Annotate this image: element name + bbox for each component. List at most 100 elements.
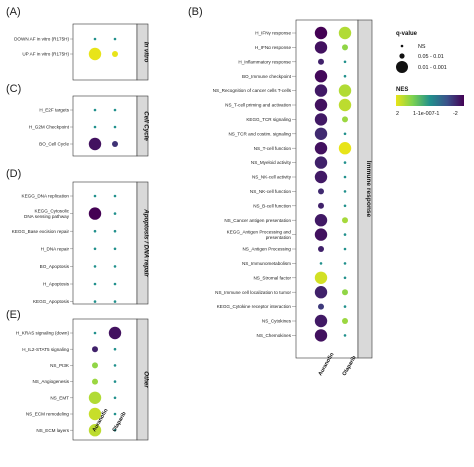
strip-label: Other [143, 371, 150, 388]
row-label: NS_Immune cell localization to tumor [215, 290, 291, 295]
data-point [88, 407, 102, 421]
data-point [88, 391, 102, 404]
data-point [93, 265, 97, 268]
row-label: KEGG_Cytokine receptor interaction [217, 304, 292, 309]
data-point [343, 74, 347, 78]
row-label: BO_Cell Cycle [39, 142, 69, 147]
strip-box [136, 181, 149, 305]
row-label: NS_EMT [50, 395, 69, 400]
panel-letter-e: (E) [6, 309, 21, 321]
data-point [93, 108, 97, 112]
data-point [113, 212, 117, 215]
data-point [314, 286, 328, 299]
row-label: NS_ECM remodeling [26, 412, 70, 417]
data-point [113, 282, 117, 286]
data-point [314, 41, 328, 54]
data-point [343, 190, 347, 193]
row-label: NS_Chemokines [257, 333, 292, 338]
data-point [342, 318, 348, 324]
nes-tick-low: -2 [453, 111, 458, 117]
data-point [343, 276, 347, 280]
data-point [338, 98, 352, 112]
data-point [343, 60, 347, 64]
row-label: NS_Cytokines [262, 319, 292, 324]
data-point [88, 47, 102, 61]
row-label: UP AF in vitro (R175H) [22, 52, 69, 57]
row-label: NS_Angiogenesis [32, 379, 69, 384]
data-point [314, 70, 328, 83]
q-legend-label-ns: NS [418, 44, 426, 50]
x-label-right-auranofin: Auranofin [318, 352, 336, 377]
row-label: NS_NK-cell function [250, 189, 292, 194]
q-legend-dot-ns [400, 44, 404, 48]
strip-box [136, 318, 149, 441]
data-point [314, 228, 328, 241]
data-point [113, 229, 117, 233]
nes-legend-title: NES [396, 87, 408, 93]
row-label: NS_T-cell function [254, 146, 292, 151]
data-point [314, 113, 328, 126]
panel-frame [72, 318, 138, 441]
dot-plot-group: In vitro DOWN AF in vitro (R175H) UP AF in… [12, 19, 373, 441]
data-point [314, 170, 328, 184]
nes-colorbar [396, 95, 464, 106]
data-point [92, 378, 98, 385]
data-point [113, 364, 117, 367]
data-point [92, 346, 98, 353]
row-label: KEGG_DNA replication [22, 194, 70, 199]
data-point [319, 262, 323, 265]
q-legend-label-mid: 0.05 - 0.01 [418, 54, 444, 60]
data-point [112, 141, 118, 147]
data-point [338, 26, 352, 40]
row-label: H_IFNα response [255, 45, 292, 50]
row-label: H_IFNγ response [255, 31, 291, 36]
data-point [343, 334, 347, 337]
data-point [93, 331, 97, 335]
q-legend-dot-large [396, 61, 408, 73]
data-point [92, 362, 98, 369]
data-point [113, 194, 117, 198]
data-point [88, 424, 102, 437]
row-label: NS_Recognition of cancer cells T-cells [213, 88, 292, 93]
strip-box [357, 19, 373, 359]
data-point [314, 98, 328, 112]
data-point [314, 314, 328, 328]
row-label: KEGG_Base excision repair [12, 229, 70, 234]
data-point [343, 247, 347, 251]
data-point [342, 44, 348, 51]
row-label: presentation [266, 235, 292, 240]
row-label: KEGG_TCR signaling [246, 117, 291, 122]
row-label: NS_B-cell function [253, 203, 291, 208]
data-point [342, 289, 348, 296]
data-point [314, 156, 328, 169]
row-label: H_IL2-STAT5 signaling [22, 347, 69, 352]
data-point [113, 247, 117, 251]
row-label: BO_Immune checkpoint [242, 74, 292, 79]
data-point [113, 125, 117, 129]
row-label: H_KRAS signaling (down) [16, 331, 70, 336]
data-point [342, 217, 348, 224]
data-point [93, 300, 97, 303]
data-point [113, 300, 117, 303]
panel-letter-d: (D) [6, 168, 21, 180]
data-point [93, 282, 97, 286]
data-point [343, 204, 347, 208]
data-point [88, 137, 102, 151]
data-point [113, 412, 117, 416]
q-value-legend: q-value NS 0.05 - 0.01 0.01 - 0.001 [396, 31, 447, 73]
data-point [93, 229, 97, 233]
row-label: KEGG_Antigen Processing and [227, 230, 292, 235]
data-point [113, 380, 117, 383]
row-label: H_Apoptosis [43, 282, 70, 287]
row-label: BO_Apoptosis [40, 264, 70, 269]
strip-label: Apoptosis / DNA repair [143, 208, 150, 277]
strip-label: In vitro [143, 42, 150, 63]
row-label: DNA sensing pathway [24, 214, 70, 219]
data-point [318, 246, 324, 252]
data-point [314, 127, 328, 140]
data-point [93, 194, 97, 198]
row-label: H_E2F targets [39, 108, 69, 113]
data-point [113, 108, 117, 112]
nes-tick-high: 2 [396, 111, 399, 117]
